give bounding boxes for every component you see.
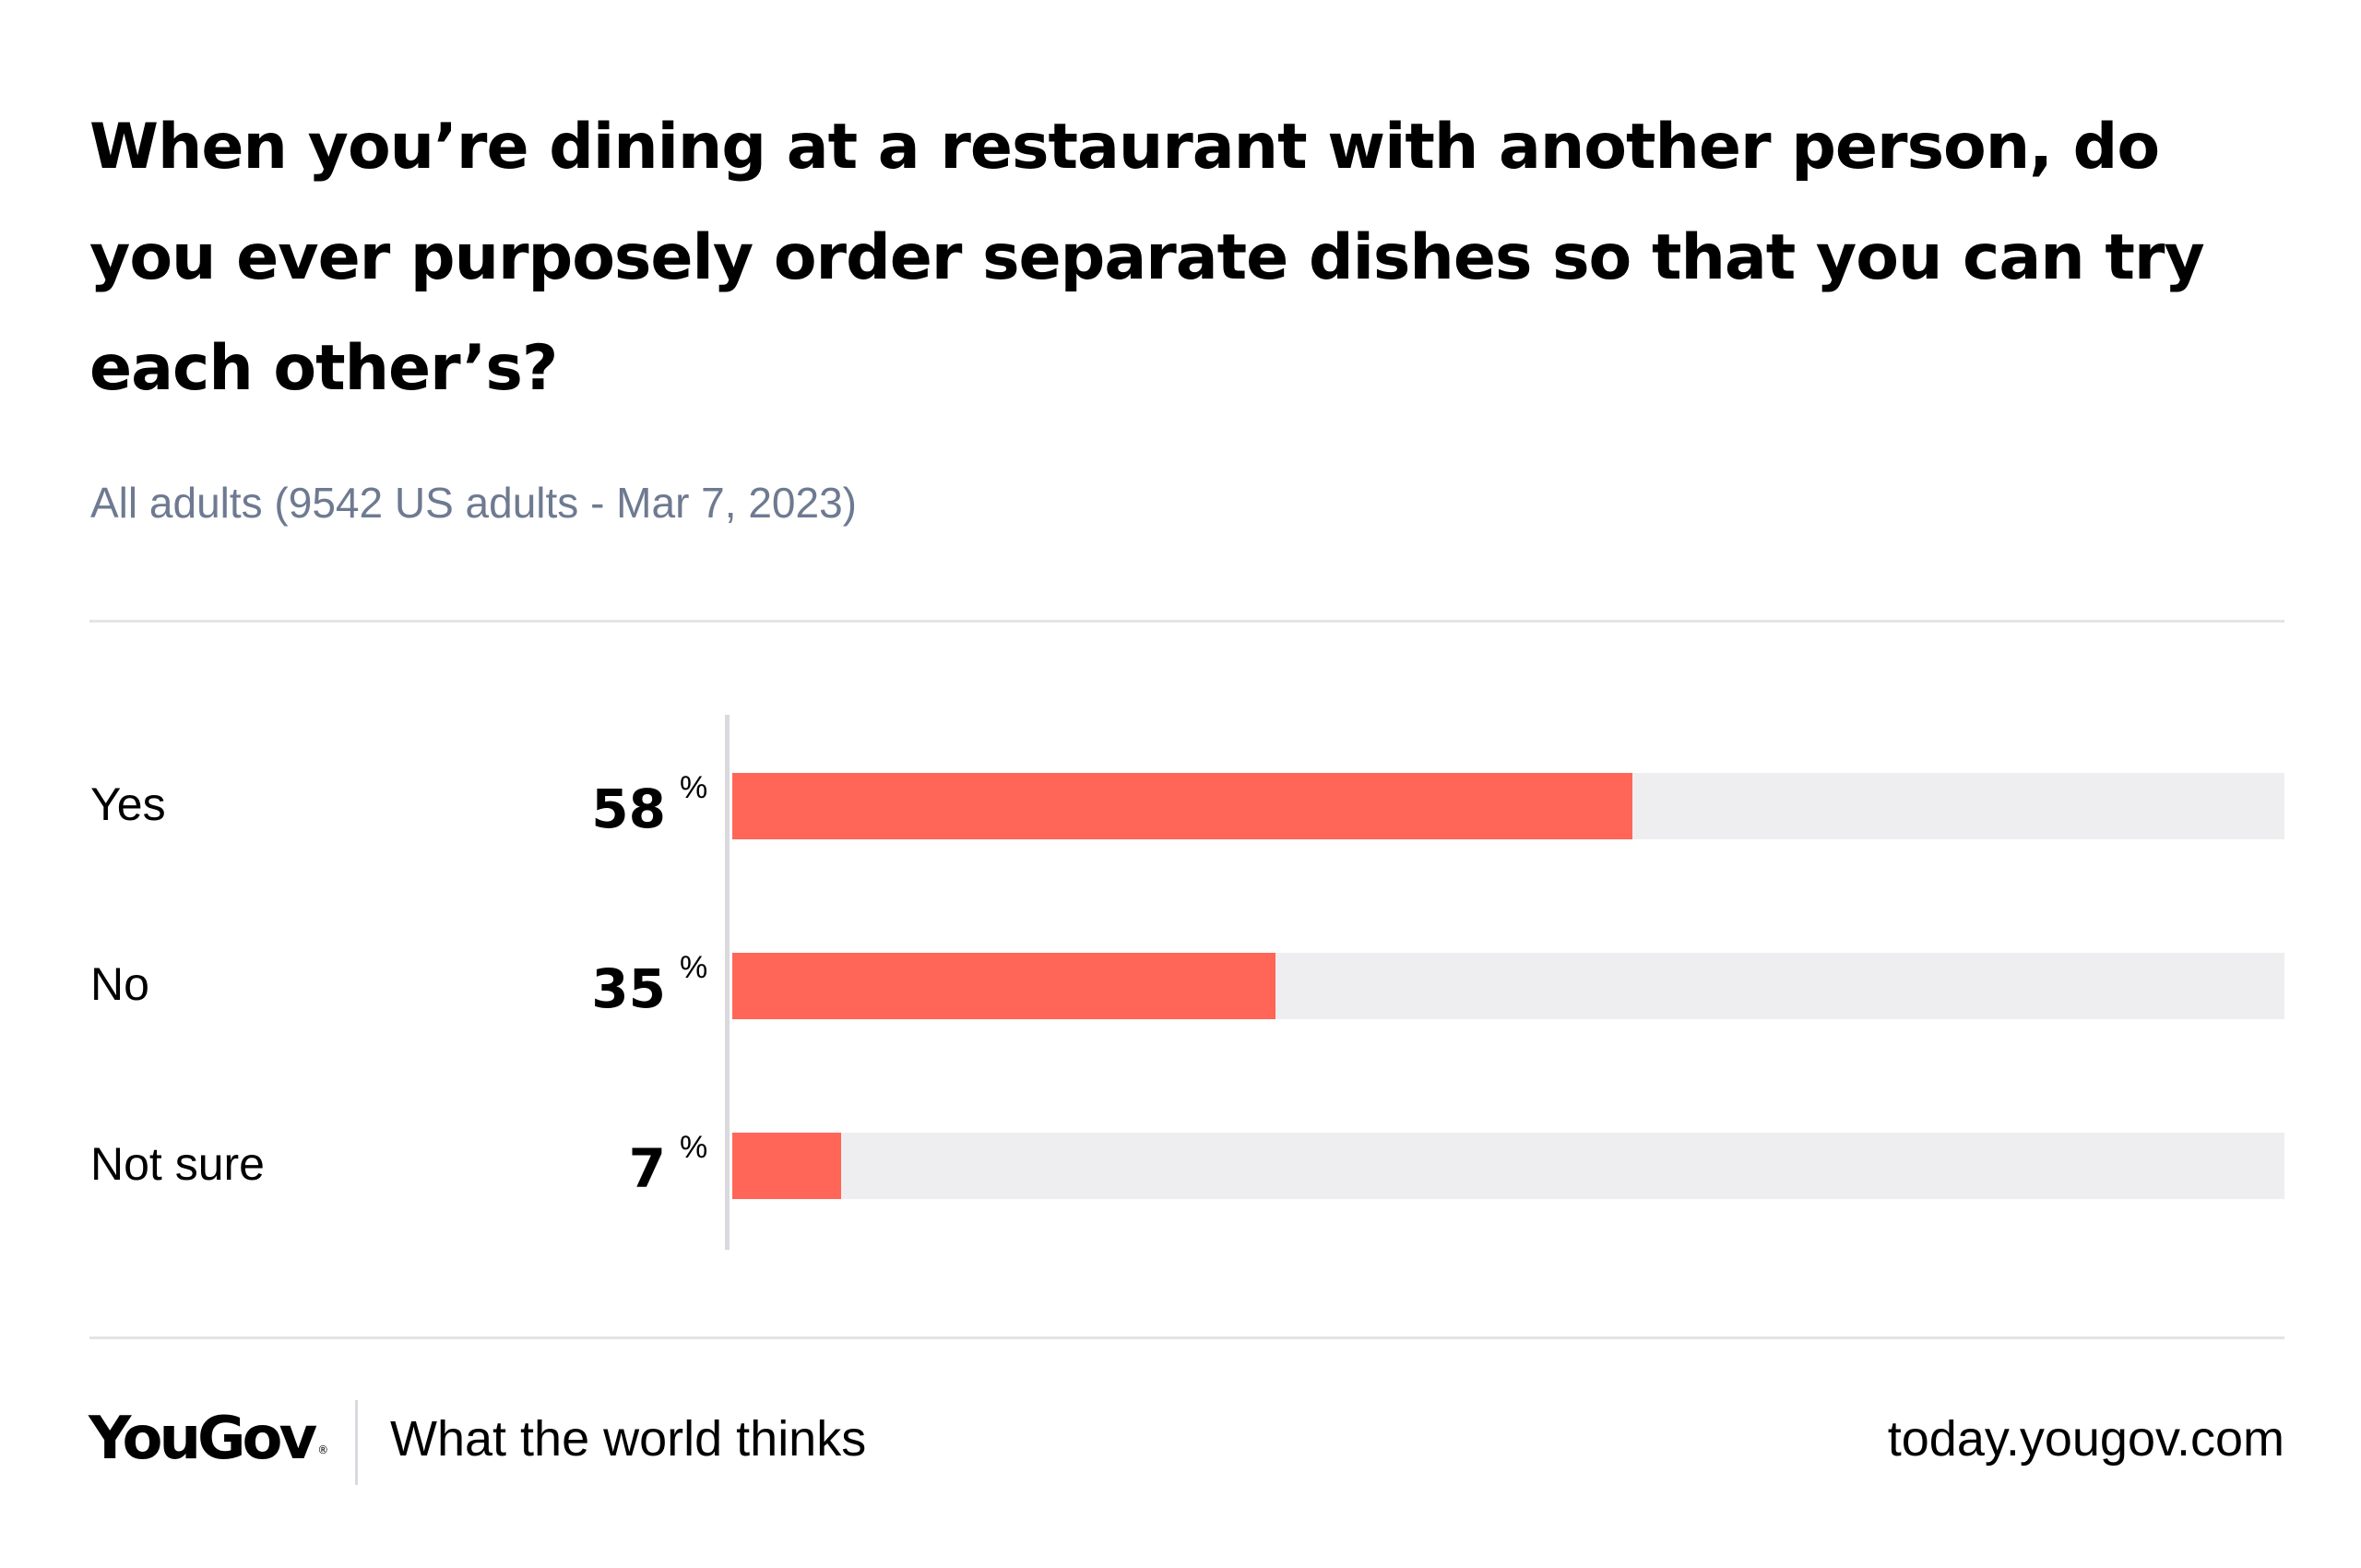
footer-url[interactable]: today.yougov.com	[1887, 1411, 2284, 1467]
category-label-no: No	[90, 958, 149, 1010]
chart-title: When you’re dining at a restaurant with …	[89, 111, 2205, 405]
bar-not-sure	[732, 1133, 841, 1199]
top-divider	[89, 620, 2284, 623]
yougov-logo-text: YouGov	[89, 1405, 317, 1473]
logo-registered-mark: ®	[317, 1443, 329, 1456]
percent-sign-no: %	[680, 950, 708, 985]
bar-track-no	[732, 953, 2284, 1019]
value-label-not-sure: 7	[628, 1137, 666, 1200]
percent-sign-yes: %	[680, 770, 708, 805]
chart-subtitle: All adults (9542 US adults - Mar 7, 2023…	[90, 479, 857, 527]
percent-sign-not-sure: %	[680, 1130, 708, 1165]
footer-tagline: What the world thinks	[390, 1411, 867, 1467]
yougov-logo: YouGov ®	[89, 1402, 329, 1476]
bar-track-not-sure	[732, 1133, 2284, 1199]
category-label-yes: Yes	[90, 778, 166, 830]
chart-axis-line	[725, 715, 730, 1250]
bar-yes	[732, 773, 1633, 839]
value-label-no: 35	[591, 957, 666, 1020]
category-label-not-sure: Not sure	[90, 1138, 265, 1190]
value-label-yes: 58	[591, 778, 666, 840]
footer-separator	[355, 1400, 358, 1485]
bar-no	[732, 953, 1276, 1019]
bottom-divider	[89, 1336, 2284, 1339]
bar-track-yes	[732, 773, 2284, 839]
